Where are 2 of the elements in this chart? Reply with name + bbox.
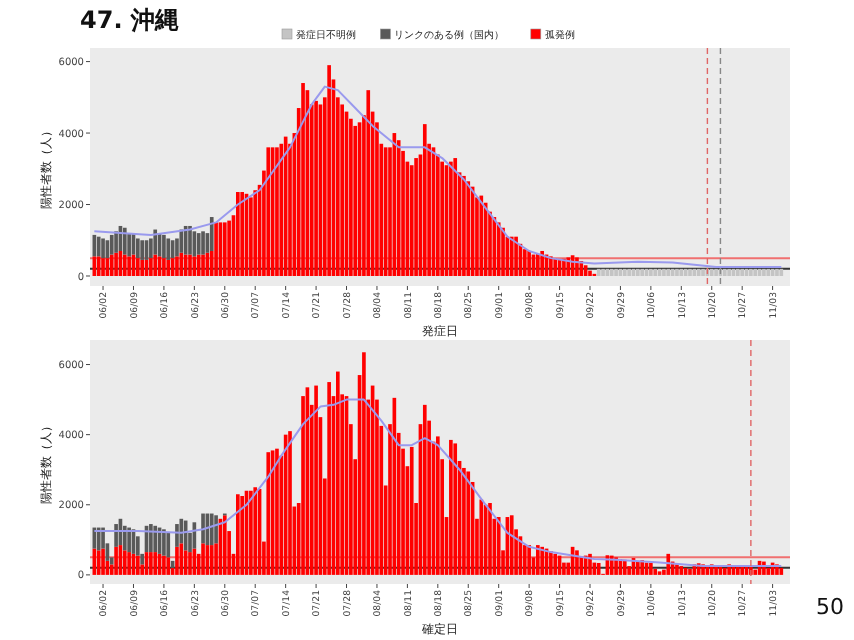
text: 50 [816,594,844,620]
chart-title: 47. 沖縄 [80,6,179,34]
